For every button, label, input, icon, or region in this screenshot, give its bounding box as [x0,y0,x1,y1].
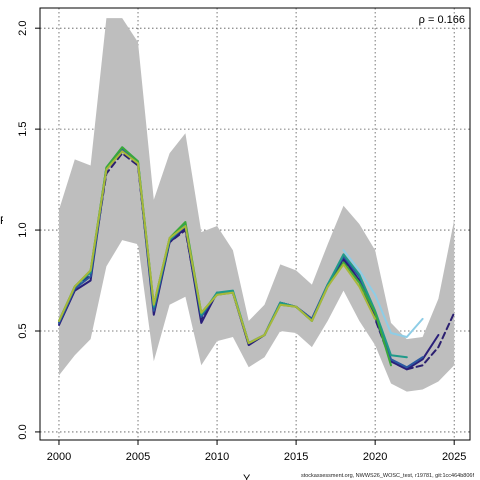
y-tick-label-1: 0.5 [17,323,29,338]
confidence-band [59,18,455,392]
series-layer [58,146,456,371]
series-line-6 [342,249,424,338]
x-tick-label-5: 2025 [442,451,466,463]
y-tick-label-4: 2.0 [17,21,29,36]
x-tick-label-3: 2015 [284,451,308,463]
x-axis-label: Y [243,474,251,480]
x-tick-label-2: 2010 [205,451,229,463]
series-line-5 [58,150,377,345]
footer-credit: stockassessment.org, NWWS26_WOSC_test, r… [300,473,474,479]
plot-frame [39,7,471,441]
y-tick-label-0: 0.0 [17,424,29,439]
x-tick-label-4: 2020 [363,451,387,463]
rho-annotation: ρ = 0.166 [419,14,465,26]
confidence-band-layer [59,18,455,392]
x-tick-label-1: 2005 [126,451,150,463]
y-axis-label: F [0,215,3,227]
x-tick-label-0: 2000 [47,451,71,463]
axes: 2000 2005 2010 2015 2020 2025 0.0 0.5 1.0 1.5 2.0 [17,7,471,463]
y-tick-label-3: 1.5 [17,121,29,136]
y-tick-label-2: 1.0 [17,222,29,237]
